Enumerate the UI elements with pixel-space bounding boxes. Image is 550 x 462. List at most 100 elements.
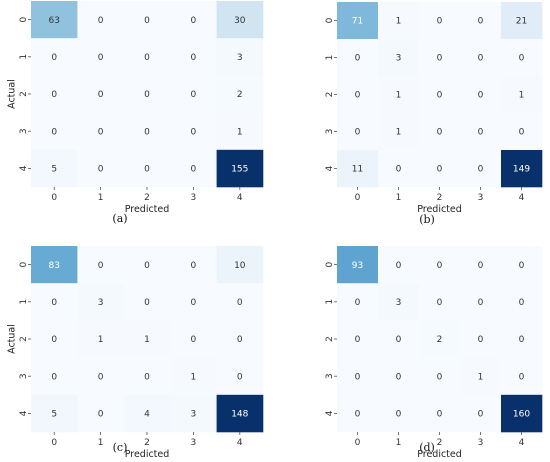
panel-caption: (d) bbox=[419, 441, 435, 454]
heatmap-cell bbox=[31, 38, 78, 76]
heatmap-cell bbox=[31, 149, 78, 188]
heatmap-cell bbox=[378, 246, 420, 284]
x-tick-label: 2 bbox=[144, 438, 150, 448]
panel-caption: (a) bbox=[112, 212, 127, 225]
x-tick-label: 0 bbox=[51, 438, 57, 448]
heatmap-cell bbox=[501, 357, 543, 396]
heatmap-cell bbox=[77, 394, 125, 433]
cell-value-label: 0 bbox=[519, 261, 525, 271]
cell-value-label: 0 bbox=[191, 165, 197, 175]
heatmap-cell bbox=[216, 38, 264, 76]
cell-value-label: 0 bbox=[144, 127, 150, 137]
heatmap-cell bbox=[170, 246, 217, 284]
cell-value-label: 0 bbox=[355, 298, 361, 308]
heatmap-cell bbox=[501, 283, 543, 321]
heatmap-cell bbox=[216, 149, 264, 188]
cell-value-label: 0 bbox=[437, 54, 443, 64]
x-tick-label: 3 bbox=[478, 438, 484, 448]
cell-value-label: 0 bbox=[437, 165, 443, 175]
heatmap-cell bbox=[77, 149, 125, 188]
cell-value-label: 0 bbox=[355, 410, 361, 420]
x-axis-label: Predicted bbox=[417, 204, 462, 215]
x-tick-label: 4 bbox=[519, 193, 525, 203]
x-tick-label: 1 bbox=[396, 193, 402, 203]
cell-value-label: 0 bbox=[478, 165, 484, 175]
cell-value-label: 83 bbox=[48, 261, 59, 271]
cell-value-label: 0 bbox=[437, 372, 443, 382]
cell-value-label: 0 bbox=[144, 261, 150, 271]
y-tick-label: 3 bbox=[325, 373, 335, 379]
heatmap-cell bbox=[31, 394, 78, 433]
cell-value-label: 0 bbox=[519, 335, 525, 345]
cell-value-label: 0 bbox=[519, 372, 525, 382]
confusion-matrix-b: 71 1 0 0 21 0 3 0 0 0 0 1 0 0 1 0 1 0 0 0 11 0 0 0 149 0 1 2 3 4 0 1 2 3 4… bbox=[325, 2, 543, 226]
heatmap-cell bbox=[460, 39, 502, 77]
heatmap-cell bbox=[31, 246, 78, 284]
heatmap-cell bbox=[216, 394, 264, 433]
cell-value-label: 0 bbox=[237, 372, 243, 382]
cell-value-label: 1 bbox=[396, 91, 402, 101]
panel-caption: (b) bbox=[419, 213, 435, 226]
heatmap-cell bbox=[337, 283, 379, 321]
heatmap-cell bbox=[419, 113, 461, 151]
cell-value-label: 0 bbox=[98, 53, 104, 63]
heatmap-cell bbox=[419, 320, 461, 358]
heatmap-cell bbox=[337, 113, 379, 151]
heatmap-cell bbox=[460, 357, 502, 396]
cell-value-label: 10 bbox=[234, 261, 246, 271]
cell-value-label: 1 bbox=[237, 127, 243, 137]
y-tick-label: 1 bbox=[19, 299, 29, 305]
cell-value-label: 30 bbox=[234, 16, 246, 26]
heatmap-cell bbox=[378, 39, 420, 77]
x-tick-label: 1 bbox=[98, 193, 104, 203]
cell-value-label: 0 bbox=[396, 165, 402, 175]
cell-value-label: 0 bbox=[191, 53, 197, 63]
cell-value-label: 0 bbox=[98, 16, 104, 26]
heatmap-cell bbox=[170, 75, 217, 113]
heatmap-cell bbox=[216, 75, 264, 113]
cell-value-label: 3 bbox=[396, 54, 402, 64]
cell-value-label: 0 bbox=[237, 298, 243, 308]
y-tick-label: 1 bbox=[325, 299, 335, 305]
heatmap-cell bbox=[123, 38, 171, 76]
y-tick-label: 2 bbox=[19, 336, 29, 342]
x-tick-label: 0 bbox=[51, 193, 57, 203]
cell-value-label: 0 bbox=[478, 128, 484, 138]
cell-value-label: 0 bbox=[355, 54, 361, 64]
cell-value-label: 0 bbox=[437, 261, 443, 271]
cell-value-label: 0 bbox=[355, 91, 361, 101]
y-tick-label: 0 bbox=[19, 261, 29, 267]
heatmap-cell bbox=[337, 357, 379, 396]
cell-value-label: 0 bbox=[355, 335, 361, 345]
x-tick-label: 4 bbox=[237, 193, 243, 203]
heatmap-cell bbox=[419, 2, 461, 40]
y-tick-label: 4 bbox=[325, 410, 335, 416]
heatmap-cell bbox=[170, 38, 217, 76]
heatmap-cell bbox=[216, 357, 264, 396]
y-tick-label: 3 bbox=[19, 128, 29, 134]
cell-value-label: 0 bbox=[144, 165, 150, 175]
y-tick-label: 1 bbox=[325, 55, 335, 61]
cell-value-label: 93 bbox=[352, 261, 363, 271]
x-axis-label: Predicted bbox=[125, 449, 170, 460]
cell-value-label: 0 bbox=[396, 410, 402, 420]
x-axis-label: Predicted bbox=[125, 204, 170, 215]
heatmap-cell bbox=[419, 357, 461, 396]
x-tick-label: 2 bbox=[437, 438, 443, 448]
heatmap-cell bbox=[419, 76, 461, 114]
cell-value-label: 0 bbox=[191, 298, 197, 308]
cell-value-label: 0 bbox=[437, 298, 443, 308]
cell-value-label: 0 bbox=[437, 17, 443, 27]
heatmap-cell bbox=[77, 75, 125, 113]
heatmap-cell bbox=[77, 357, 125, 396]
heatmap-cell bbox=[460, 283, 502, 321]
heatmap-cell bbox=[378, 76, 420, 114]
heatmap-cell bbox=[460, 150, 502, 188]
cell-value-label: 3 bbox=[237, 53, 243, 63]
cell-value-label: 0 bbox=[51, 90, 57, 100]
heatmap-cell bbox=[123, 394, 171, 433]
cell-value-label: 1 bbox=[144, 335, 150, 345]
cell-value-label: 0 bbox=[191, 127, 197, 137]
